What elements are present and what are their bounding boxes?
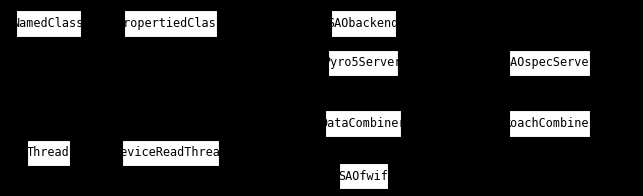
Text: SAOfwif: SAOfwif — [338, 170, 388, 183]
FancyBboxPatch shape — [331, 10, 395, 37]
Text: RoachCombiner: RoachCombiner — [503, 117, 596, 130]
Text: SAOspecServer: SAOspecServer — [503, 56, 596, 69]
Text: NamedClass: NamedClass — [13, 17, 84, 30]
FancyBboxPatch shape — [124, 10, 217, 37]
Text: Pyro5Server: Pyro5Server — [324, 56, 403, 69]
FancyBboxPatch shape — [122, 140, 219, 166]
FancyBboxPatch shape — [509, 50, 590, 76]
Text: Thread: Thread — [27, 146, 69, 159]
FancyBboxPatch shape — [339, 163, 388, 189]
Text: DeviceReadThread: DeviceReadThread — [113, 146, 228, 159]
FancyBboxPatch shape — [509, 111, 590, 137]
Text: SAObackend: SAObackend — [328, 17, 399, 30]
FancyBboxPatch shape — [328, 50, 399, 76]
FancyBboxPatch shape — [26, 140, 69, 166]
FancyBboxPatch shape — [325, 111, 401, 137]
Text: DataCombiner: DataCombiner — [321, 117, 406, 130]
Text: PropertiedClass: PropertiedClass — [117, 17, 224, 30]
FancyBboxPatch shape — [15, 10, 81, 37]
